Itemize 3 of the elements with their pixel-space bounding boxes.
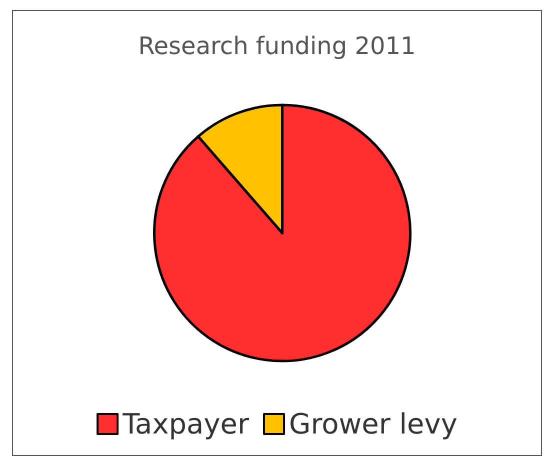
legend-label: Grower levy bbox=[289, 408, 458, 440]
legend-label: Taxpayer bbox=[122, 408, 250, 440]
chart-title: Research funding 2011 bbox=[138, 32, 416, 60]
